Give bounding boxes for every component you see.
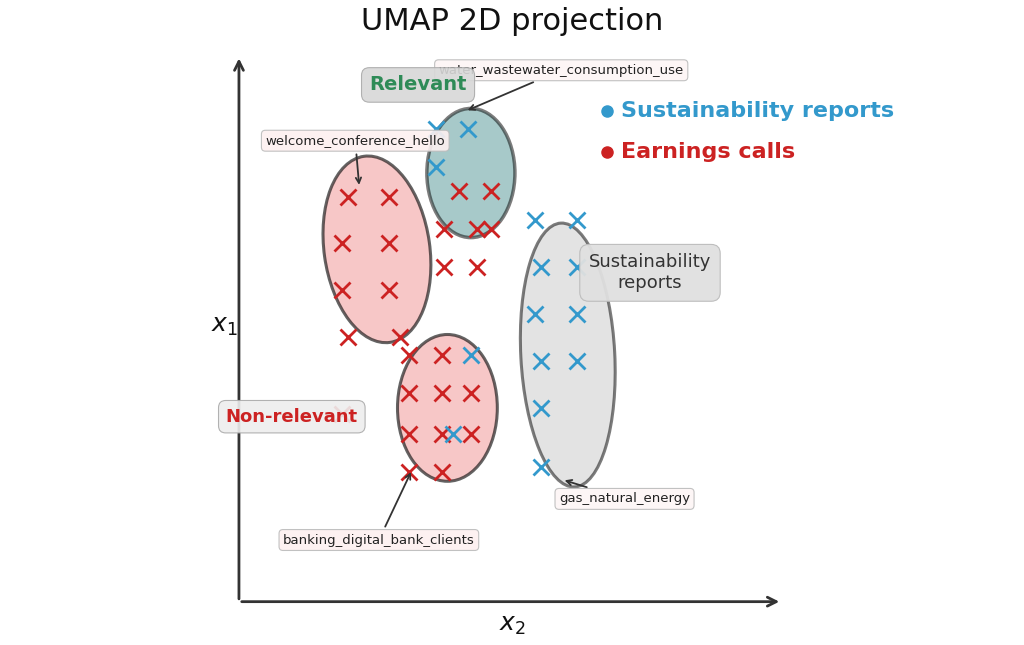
Text: Earnings calls: Earnings calls: [621, 143, 795, 163]
Text: $x_1$: $x_1$: [211, 313, 238, 338]
Ellipse shape: [397, 335, 498, 481]
Text: Sustainability
reports: Sustainability reports: [589, 253, 712, 292]
Ellipse shape: [427, 108, 515, 237]
Text: Relevant: Relevant: [370, 75, 467, 94]
Text: gas_natural_energy: gas_natural_energy: [559, 480, 690, 506]
Text: water_wastewater_consumption_use: water_wastewater_consumption_use: [438, 64, 684, 110]
Text: Non-relevant: Non-relevant: [225, 408, 357, 426]
Ellipse shape: [520, 223, 615, 487]
Text: banking_digital_bank_clients: banking_digital_bank_clients: [283, 474, 475, 546]
Text: $x_2$: $x_2$: [499, 613, 525, 637]
Text: Sustainability reports: Sustainability reports: [621, 101, 894, 121]
Title: UMAP 2D projection: UMAP 2D projection: [360, 7, 664, 36]
Ellipse shape: [323, 156, 431, 342]
Text: welcome_conference_hello: welcome_conference_hello: [265, 134, 445, 183]
